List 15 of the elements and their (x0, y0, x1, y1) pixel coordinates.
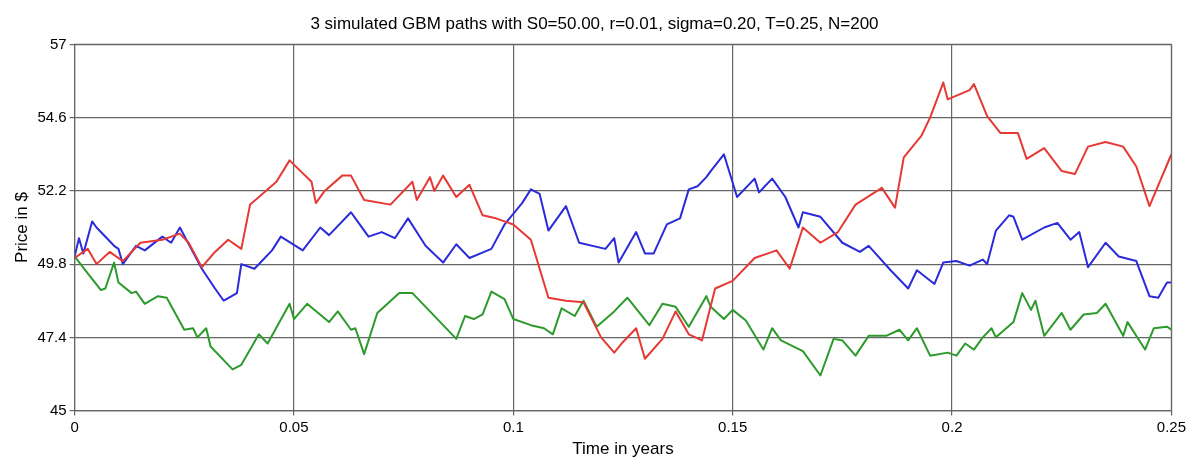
y-tick-label: 57 (49, 34, 67, 52)
y-tick-label: 52.2 (37, 181, 67, 199)
x-tick-label: 0.1 (502, 417, 524, 435)
x-tick-label: 0.2 (941, 417, 963, 435)
y-tick-label: 49.8 (37, 254, 67, 272)
x-tick-label: 0.05 (279, 417, 309, 435)
x-axis-title: Time in years (572, 439, 674, 459)
x-tick-label: 0 (70, 417, 79, 435)
y-axis-title: Price in $ (11, 191, 31, 263)
x-tick-label: 0.25 (1156, 417, 1186, 435)
x-tick-label: 0.15 (718, 417, 748, 435)
y-tick-label: 45 (49, 400, 67, 418)
chart-title: 3 simulated GBM paths with S0=50.00, r=0.01, sigma=0.20, T=0.25, N=200 (310, 13, 879, 33)
y-tick-label: 54.6 (37, 107, 67, 125)
y-tick-label: 47.4 (37, 327, 67, 345)
